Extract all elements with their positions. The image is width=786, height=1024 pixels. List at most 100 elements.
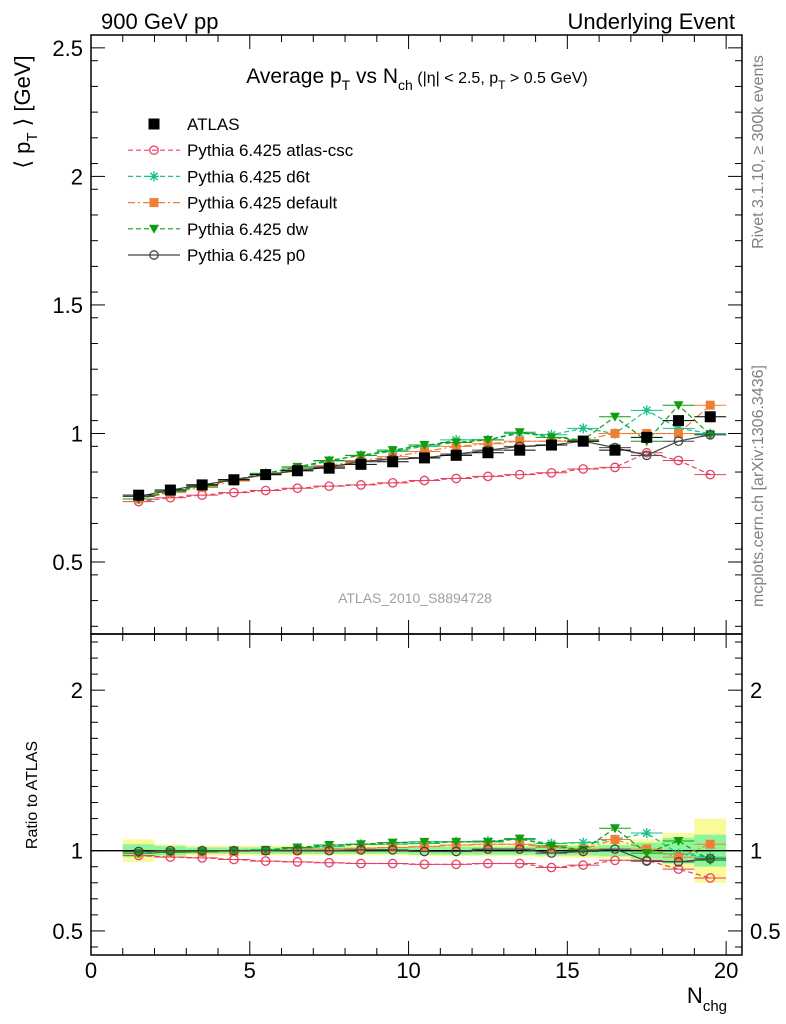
point-d6t (578, 837, 589, 848)
ratio-y-tick-label: 0.5 (52, 919, 83, 944)
ratio-y-tick-label-right: 2 (750, 678, 762, 703)
point-d6t (641, 405, 652, 416)
point-atlas (672, 415, 684, 427)
legend-label: Pythia 6.425 default (187, 194, 338, 213)
point-p0 (356, 845, 366, 855)
point-atlas_csc (451, 473, 462, 484)
point-dw (387, 446, 398, 456)
legend-item-p0: Pythia 6.425 p0 (128, 246, 305, 265)
ratio-y-axis-label: Ratio to ATLAS (24, 741, 41, 849)
header-left: 900 GeV pp (101, 9, 218, 34)
main-y-tick-labels: 0.5 1 1.5 2 2.5 (52, 36, 83, 575)
main-series-group (122, 400, 727, 507)
point-atlas (450, 449, 462, 461)
point-atlas (133, 489, 145, 501)
x-tick-label: 10 (396, 958, 420, 983)
point-atlas_csc (387, 858, 398, 869)
point-default (642, 844, 652, 854)
point-p0 (578, 846, 589, 857)
point-atlas_csc (292, 857, 303, 867)
x-tick-label: 15 (555, 958, 579, 983)
point-dw (546, 841, 557, 851)
point-default (705, 400, 715, 410)
point-p0 (641, 450, 652, 461)
point-atlas_csc (356, 480, 366, 490)
point-atlas_csc (483, 471, 493, 482)
ratio-y-tick-label-right: 0.5 (750, 919, 781, 944)
point-atlas_csc (292, 483, 303, 494)
rivet-side-text: Rivet 3.1.10, ≥ 300k events (750, 55, 767, 249)
point-atlas_csc (514, 469, 525, 480)
legend-marker-p0 (149, 250, 159, 260)
point-atlas (164, 484, 176, 496)
legend-label: Pythia 6.425 d6t (187, 167, 310, 186)
point-default (705, 839, 715, 849)
point-atlas_csc (229, 487, 239, 498)
point-dw (482, 435, 493, 445)
ratio-y-tick-label-right: 1 (750, 839, 762, 864)
y-tick-label: 0.5 (52, 550, 83, 575)
point-atlas (228, 474, 240, 486)
point-p0 (292, 845, 303, 856)
point-p0 (419, 846, 430, 857)
legend-marker-atlas (148, 118, 160, 130)
point-atlas (514, 444, 526, 456)
point-p0 (705, 429, 716, 440)
point-atlas_csc (483, 858, 493, 869)
point-atlas (196, 479, 208, 491)
point-p0 (514, 844, 525, 854)
point-atlas (260, 469, 272, 481)
legend: ATLAS Pythia 6.425 atlas-csc Pythia 6.425 … (128, 115, 354, 265)
point-atlas (291, 465, 303, 477)
point-p0 (197, 845, 207, 856)
point-p0 (451, 846, 462, 857)
point-dw (419, 441, 430, 451)
analysis-watermark: ATLAS_2010_S8894728 (338, 590, 492, 606)
point-dw (609, 824, 620, 834)
point-dw (387, 838, 398, 848)
ratio-y-tick-label: 2 (71, 678, 83, 703)
point-p0 (133, 846, 144, 857)
point-dw (451, 438, 462, 448)
point-atlas_csc (451, 859, 462, 870)
point-atlas_csc (610, 855, 620, 866)
point-p0 (229, 845, 239, 856)
point-dw (609, 412, 620, 422)
point-p0 (324, 845, 335, 856)
point-atlas_csc (419, 859, 430, 870)
point-atlas (482, 447, 494, 459)
legend-label: ATLAS (187, 115, 240, 134)
point-d6t (673, 423, 684, 434)
point-p0 (705, 853, 716, 864)
legend-item-atlas: ATLAS (148, 115, 240, 134)
legend-item-d6t: Pythia 6.425 d6t (128, 167, 310, 186)
chart-title: Average pT vs Nch (|η| < 2.5, pT > 0.5 G… (246, 65, 587, 93)
point-dw (197, 847, 208, 857)
point-dw (482, 837, 493, 847)
point-atlas_csc (578, 464, 589, 474)
point-dw (514, 834, 525, 844)
point-atlas (545, 439, 557, 451)
legend-marker-d6t (149, 171, 159, 182)
x-tick-label: 20 (714, 958, 738, 983)
point-atlas_csc (705, 469, 716, 480)
legend-item-atlas_csc: Pythia 6.425 atlas-csc (128, 141, 354, 160)
legend-label: Pythia 6.425 p0 (187, 246, 305, 265)
y-tick-label: 1.5 (52, 293, 83, 318)
point-dw (546, 433, 557, 443)
x-tick-label: 0 (85, 958, 97, 983)
point-atlas_csc (578, 860, 589, 870)
point-p0 (387, 845, 398, 855)
point-atlas_csc (705, 873, 716, 883)
point-dw (673, 837, 684, 847)
header-right: Underlying Event (567, 9, 735, 34)
point-dw (355, 840, 366, 850)
y-tick-label: 2 (71, 164, 83, 189)
point-dw (324, 456, 335, 466)
legend-marker-dw (149, 224, 159, 234)
point-d6t (641, 828, 652, 839)
legend-label: Pythia 6.425 dw (187, 220, 309, 239)
point-dw (419, 837, 430, 847)
point-dw (514, 428, 525, 438)
